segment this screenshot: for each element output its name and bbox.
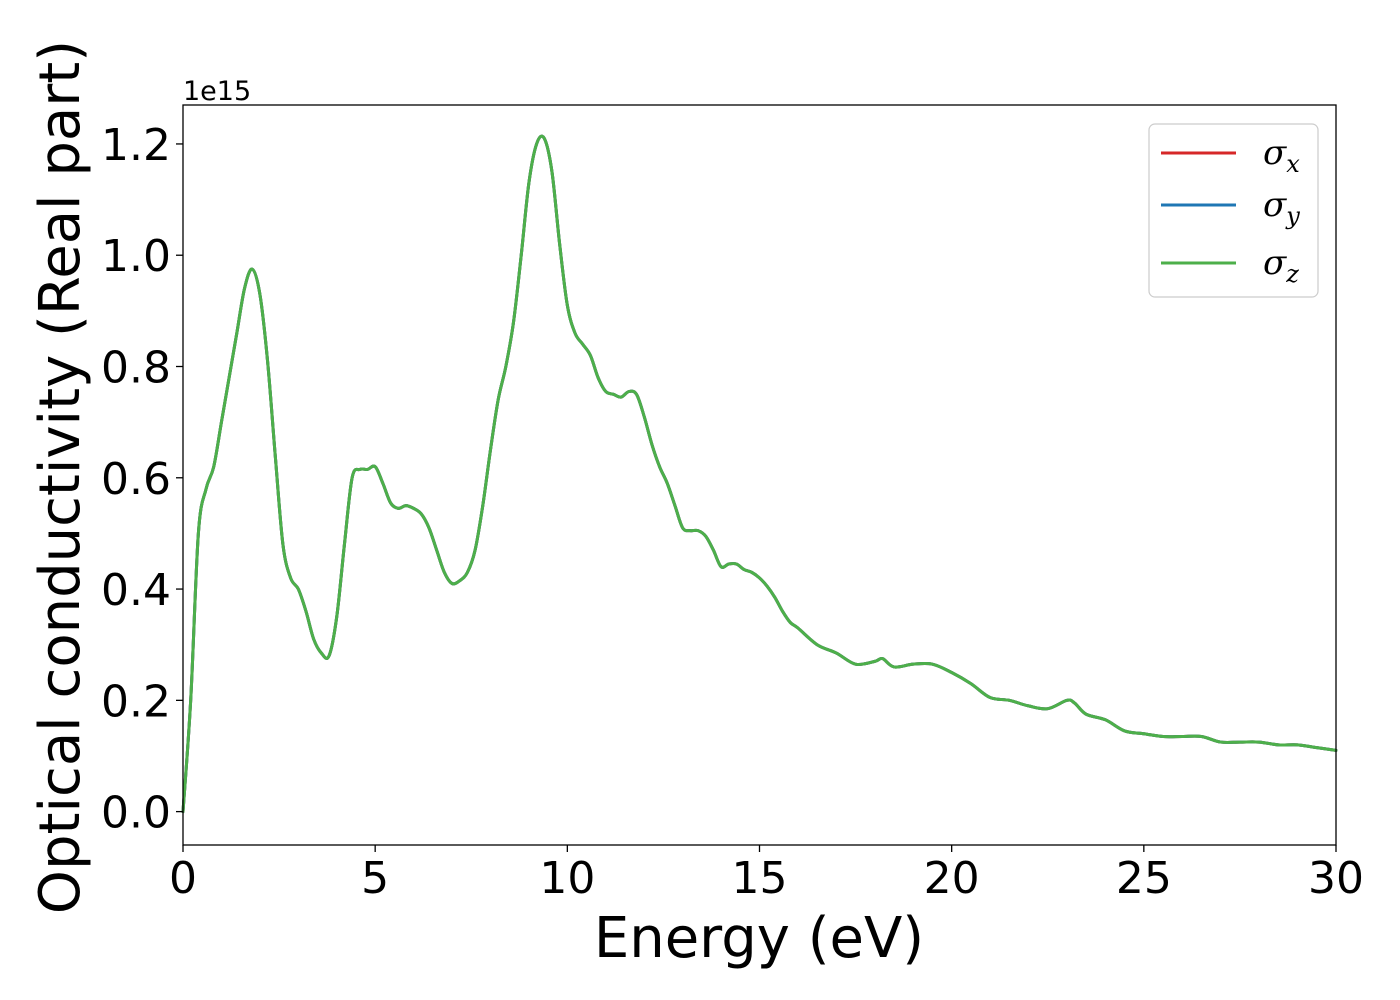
- x-tick-label: 0: [169, 853, 197, 904]
- y-tick-label: 1.0: [101, 231, 171, 282]
- legend-label-y: σy: [1263, 185, 1300, 230]
- legend-symbol: σ: [1263, 185, 1287, 225]
- y-axis-label: Optical conductivity (Real part): [28, 40, 93, 914]
- legend-subscript: z: [1285, 260, 1299, 288]
- x-tick-label: 5: [361, 853, 389, 904]
- x-tick-label: 25: [1116, 853, 1172, 904]
- legend-subscript: y: [1285, 202, 1300, 230]
- legend-label-z: σz: [1263, 243, 1299, 288]
- y-axis: 0.0 0.2 0.4 0.6 0.8 1.0 1.2: [101, 120, 183, 839]
- y-tick-label: 0.4: [101, 565, 171, 616]
- y-offset-label: 1e15: [183, 76, 251, 107]
- y-tick-label: 1.2: [101, 120, 171, 171]
- x-tick-label: 10: [539, 853, 595, 904]
- y-tick-label: 0.6: [101, 454, 171, 505]
- x-tick-label: 15: [732, 853, 788, 904]
- legend-box: [1148, 123, 1319, 298]
- x-tick-label: 20: [924, 853, 980, 904]
- legend-symbol: σ: [1263, 133, 1287, 173]
- plot-area: [183, 105, 1336, 845]
- legend-subscript: x: [1286, 150, 1300, 178]
- series-layer: [181, 134, 1338, 814]
- y-tick-label: 0.2: [101, 676, 171, 727]
- x-axis-label: Energy (eV): [594, 906, 924, 971]
- legend-label-x: σx: [1263, 133, 1300, 178]
- y-tick-label: 0.0: [101, 788, 171, 839]
- y-tick-label: 0.8: [101, 343, 171, 394]
- x-tick-label: 30: [1308, 853, 1364, 904]
- x-axis: 0 5 10 15 20 25 30: [169, 845, 1364, 904]
- legend-symbol: σ: [1263, 243, 1287, 283]
- series-line-z: [181, 134, 1338, 814]
